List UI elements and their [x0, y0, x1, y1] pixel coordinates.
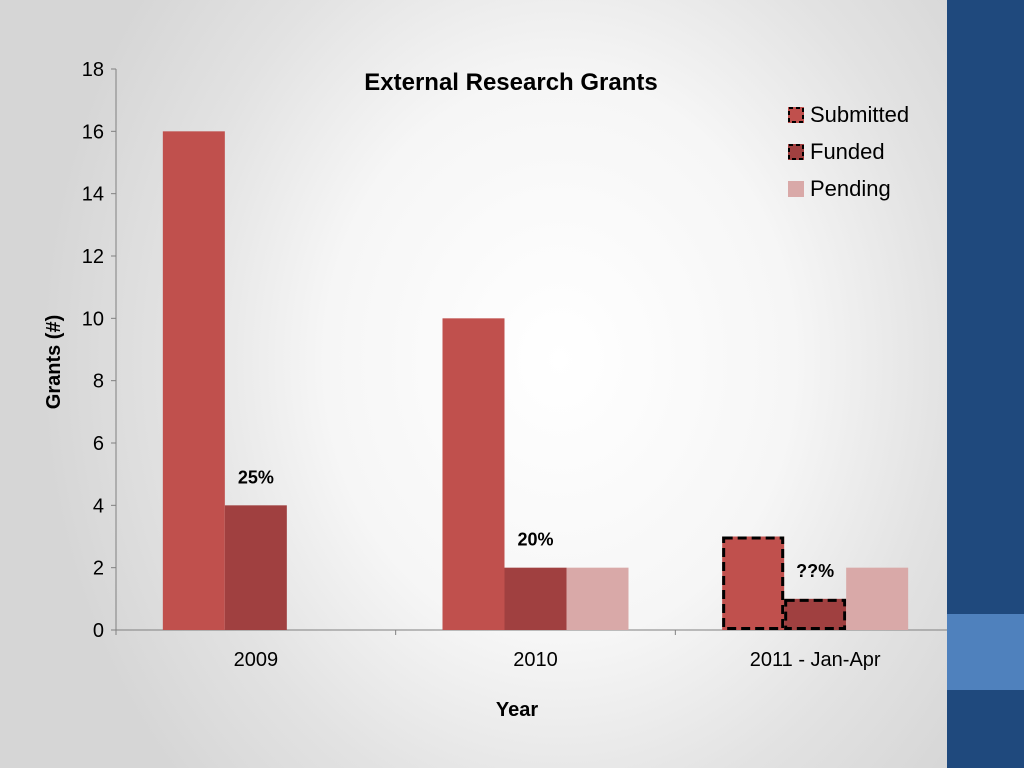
axes: 0 2 4 6 8 10 12 14 16 18 2009 2010 2011 - Jan-Apr — [82, 59, 956, 671]
y-tick-label: 12 — [82, 246, 104, 268]
chart-title: External Research Grants — [364, 69, 657, 96]
data-label: ??% — [796, 561, 834, 581]
data-labels: 25% 20%??% — [238, 467, 834, 580]
x-tick-label: 2009 — [234, 649, 279, 671]
y-tick-label: 8 — [93, 371, 104, 393]
bar-submitted — [442, 318, 505, 630]
x-axis-label: Year — [496, 699, 538, 721]
legend: Submitted Funded Pending — [788, 102, 909, 201]
y-tick-label: 18 — [82, 59, 104, 81]
bars — [162, 131, 909, 631]
y-tick-label: 10 — [82, 308, 104, 330]
y-tick-label: 0 — [93, 620, 104, 642]
data-label: 25% — [238, 467, 274, 487]
bar-funded — [224, 505, 287, 630]
legend-swatch-outline — [788, 144, 804, 160]
bar-pending — [566, 567, 629, 630]
bar-pending — [846, 567, 909, 630]
bar-funded — [504, 567, 567, 630]
bar-funded — [784, 598, 847, 630]
x-tick-label: 2010 — [513, 649, 558, 671]
bar-highlight-outline — [722, 536, 785, 630]
legend-label-funded: Funded — [810, 139, 885, 164]
bar-submitted — [722, 536, 785, 630]
bar-highlight-outline — [784, 598, 847, 630]
legend-swatch-submitted — [788, 107, 804, 123]
bar-submitted — [162, 131, 225, 631]
legend-swatch-funded — [788, 144, 804, 160]
legend-label-pending: Pending — [810, 176, 891, 201]
y-tick-label: 14 — [82, 184, 104, 206]
data-label: 20% — [517, 530, 553, 550]
y-axis-label: Grants (#) — [43, 315, 65, 409]
legend-swatch-pending — [788, 181, 804, 197]
y-tick-label: 4 — [93, 495, 104, 517]
sidebar-accent-decoration — [947, 614, 1024, 690]
y-tick-label: 16 — [82, 121, 104, 143]
y-tick-label: 2 — [93, 558, 104, 580]
y-tick-label: 6 — [93, 433, 104, 455]
legend-label-submitted: Submitted — [810, 102, 909, 127]
x-tick-label: 2011 - Jan-Apr — [750, 649, 881, 671]
legend-swatch-outline — [788, 107, 804, 123]
